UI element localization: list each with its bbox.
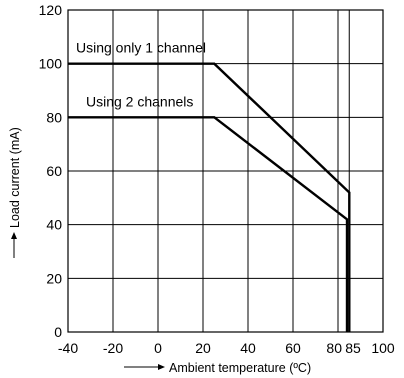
x-axis-arrow-head	[158, 364, 165, 370]
series-line-1-channel	[68, 62, 351, 332]
x-tick-label: -40	[58, 340, 78, 356]
series-lines	[68, 62, 351, 332]
y-tick-label: 20	[46, 270, 62, 286]
x-tick-label: -20	[103, 340, 123, 356]
x-tick-label: 80	[326, 340, 342, 356]
x-axis-label-group: Ambient temperature (ºC)	[124, 361, 311, 375]
x-tick-label: 100	[371, 340, 395, 356]
series-line-2-channels	[68, 116, 349, 332]
y-tick-label: 40	[46, 217, 62, 233]
x-axis-label: Ambient temperature (ºC)	[169, 361, 311, 375]
x-tick-labels: -40 -20 0 20 40 60 80 85 100	[58, 340, 395, 356]
series-label-1-channel: Using only 1 channel	[76, 40, 206, 56]
series-labels: Using only 1 channel Using 2 channels	[76, 40, 206, 110]
y-tick-label: 0	[54, 324, 62, 340]
plot-frame	[67, 9, 384, 333]
y-axis-label: Load current (mA)	[8, 127, 22, 228]
x-tick-label: 0	[154, 340, 162, 356]
y-tick-label: 100	[39, 56, 63, 72]
y-axis-label-group: Load current (mA)	[8, 127, 22, 258]
y-tick-label: 120	[39, 2, 63, 18]
x-tick-label: 85	[345, 340, 361, 356]
x-tick-label: 60	[285, 340, 301, 356]
x-tick-label: 20	[195, 340, 211, 356]
y-tick-label: 60	[46, 163, 62, 179]
x-tick-label: 40	[240, 340, 256, 356]
grid	[68, 10, 383, 332]
y-tick-label: 80	[46, 109, 62, 125]
y-tick-labels: 0 20 40 60 80 100 120	[39, 2, 63, 340]
series-label-2-channels: Using 2 channels	[86, 93, 193, 109]
y-axis-arrow-head	[11, 232, 17, 239]
